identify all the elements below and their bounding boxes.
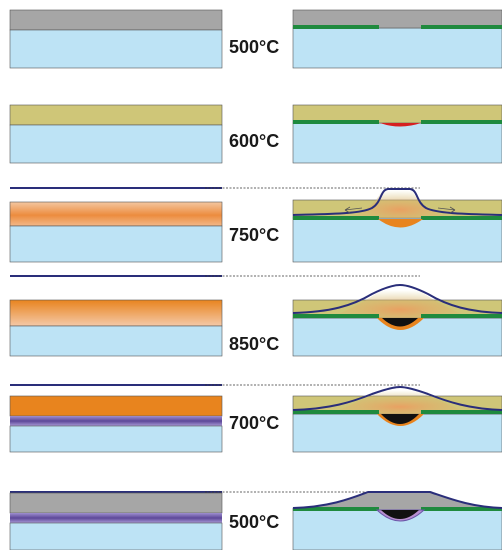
melt-halo [330, 290, 470, 318]
substrate-right [292, 27, 502, 69]
surface-profile [292, 188, 502, 216]
gray-layer-left [9, 492, 223, 514]
orange-layer-left [9, 299, 223, 327]
green-mask-right [421, 410, 502, 414]
temperature-label: 600°C [229, 131, 279, 151]
melt-halo [345, 190, 455, 218]
surface-profile [292, 283, 502, 314]
green-mask-left [293, 410, 379, 414]
temperature-label: 500°C [229, 37, 279, 57]
black-crystal [381, 414, 419, 424]
surface-profile [292, 491, 502, 509]
green-mask-left [293, 507, 379, 511]
olive-layer-left [9, 104, 223, 126]
step-1: 500°C [9, 9, 502, 69]
green-mask-right [421, 314, 502, 318]
green-mask-left [293, 216, 379, 220]
gray-layer-left [9, 9, 223, 31]
orange-layer-left [9, 201, 223, 227]
surface-profile [292, 385, 502, 411]
substrate-left [9, 124, 223, 164]
orange-layer-left [9, 395, 223, 417]
purple-layer-left [10, 513, 222, 523]
green-mask-right [421, 25, 502, 29]
step-2: 600°C [9, 104, 502, 164]
substrate-left [9, 325, 223, 357]
step-4: 850°C [9, 275, 502, 357]
step-6: 500°C [9, 491, 502, 550]
red-nucleus [380, 123, 421, 127]
flow-arrow-right [437, 206, 456, 214]
green-mask-right [421, 507, 502, 511]
green-mask-left [293, 25, 379, 29]
temperature-label: 750°C [229, 225, 279, 245]
green-mask-right [421, 120, 502, 124]
gray-layer-right [292, 9, 502, 29]
substrate-left [9, 425, 223, 453]
flow-arrow-left [344, 206, 363, 214]
purple-layer-left [10, 416, 222, 426]
temperature-label: 850°C [229, 334, 279, 354]
orange-melt [378, 219, 423, 228]
black-crystal [381, 510, 419, 519]
step-3: 750°C [9, 187, 502, 263]
green-mask-left [293, 120, 379, 124]
substrate-left [9, 29, 223, 69]
temperature-label: 500°C [229, 512, 279, 532]
green-mask-right [421, 216, 502, 220]
green-mask-left [293, 314, 379, 318]
melt-halo [330, 390, 470, 414]
substrate-left [9, 522, 223, 550]
black-crystal [382, 318, 418, 327]
substrate-right [292, 122, 502, 164]
temperature-label: 700°C [229, 413, 279, 433]
step-5: 700°C [9, 384, 502, 453]
substrate-left [9, 225, 223, 263]
